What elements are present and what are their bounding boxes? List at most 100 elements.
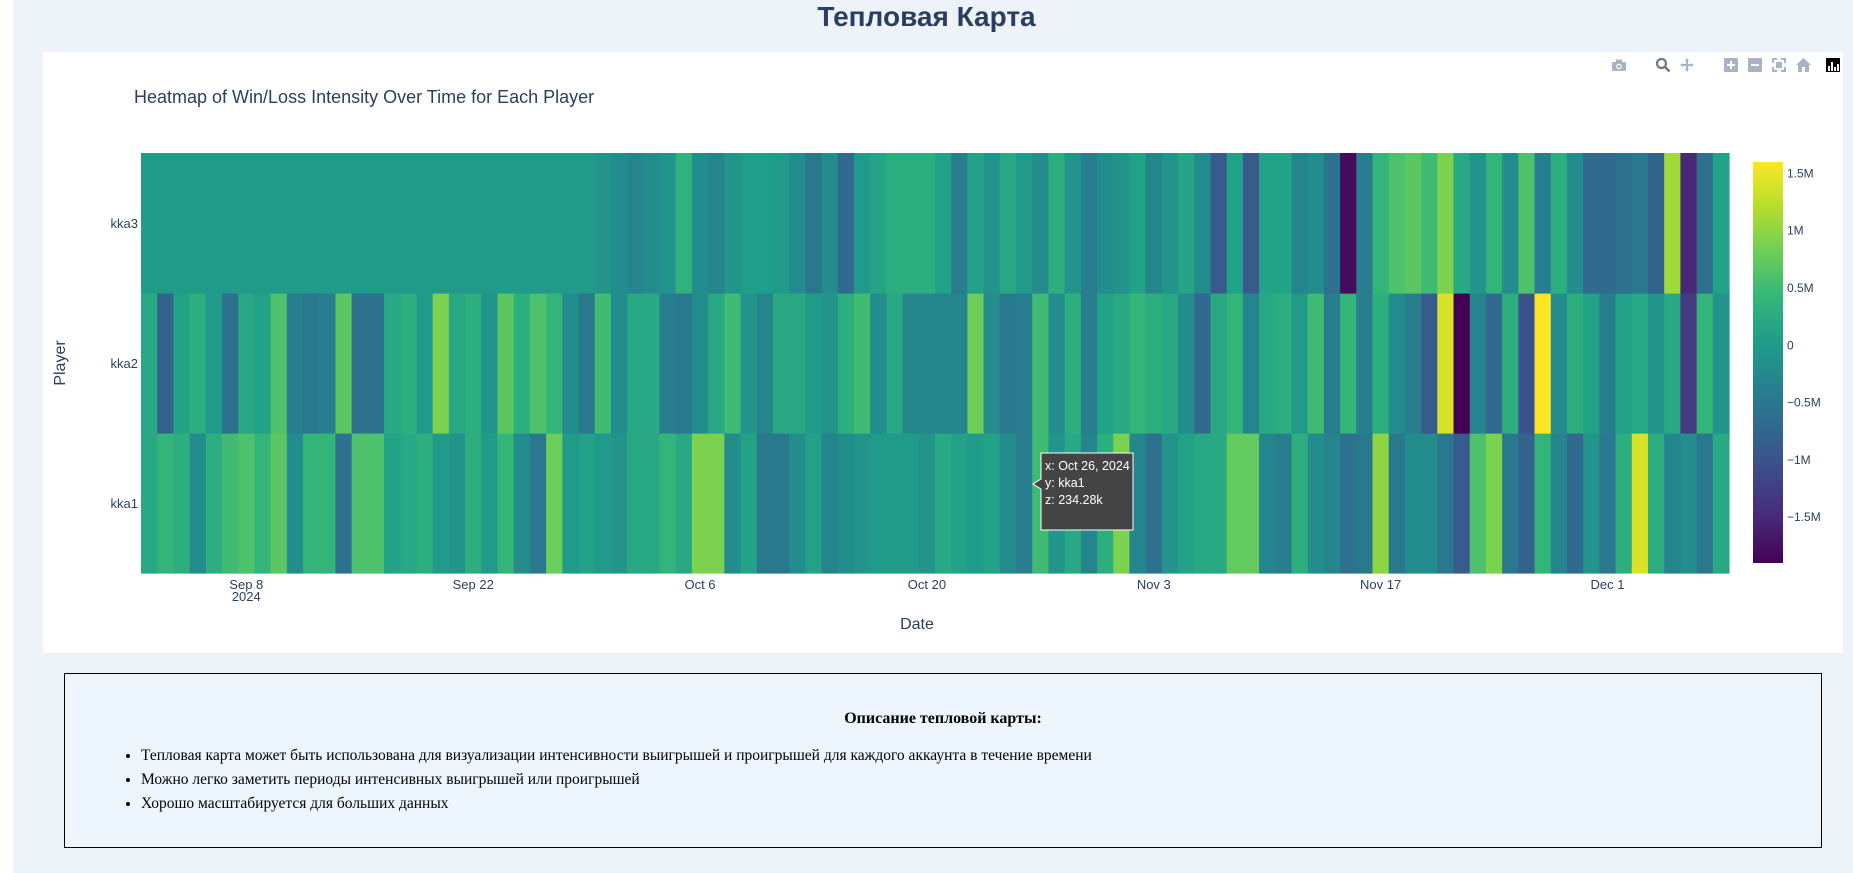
heatmap-cell[interactable] [675, 433, 693, 574]
heatmap-cell[interactable] [1340, 293, 1357, 434]
heatmap-cell[interactable] [902, 293, 920, 434]
camera-icon[interactable] [1610, 57, 1628, 73]
heatmap-cell[interactable] [886, 153, 904, 294]
heatmap-cell[interactable] [691, 293, 709, 434]
heatmap-cell[interactable] [724, 433, 742, 574]
heatmap-cell[interactable] [1048, 153, 1066, 294]
heatmap-cell[interactable] [254, 153, 272, 294]
heatmap-cell[interactable] [1323, 153, 1341, 294]
heatmap-cell[interactable] [740, 433, 758, 574]
heatmap-cell[interactable] [627, 433, 644, 574]
heatmap-cell[interactable] [1145, 433, 1163, 574]
heatmap-cell[interactable] [1291, 293, 1309, 434]
heatmap-cell[interactable] [821, 433, 839, 574]
heatmap-cell[interactable] [967, 153, 985, 294]
heatmap-cell[interactable] [1291, 153, 1309, 294]
heatmap-cell[interactable] [1404, 293, 1422, 434]
heatmap-cell[interactable] [1178, 433, 1195, 574]
heatmap-cell[interactable] [935, 433, 952, 574]
heatmap-cell[interactable] [902, 153, 920, 294]
heatmap-cell[interactable] [1502, 153, 1519, 294]
heatmap-cell[interactable] [1161, 293, 1179, 434]
heatmap-cell[interactable] [659, 293, 677, 434]
heatmap-cell[interactable] [1534, 153, 1552, 294]
heatmap-cell[interactable] [1550, 433, 1568, 574]
heatmap-cell[interactable] [627, 153, 644, 294]
heatmap-cell[interactable] [1372, 153, 1390, 294]
heatmap-cell[interactable] [303, 433, 320, 574]
heatmap-cell[interactable] [1161, 153, 1179, 294]
heatmap-cell[interactable] [1566, 433, 1584, 574]
heatmap-cell[interactable] [448, 293, 466, 434]
heatmap-cell[interactable] [1712, 433, 1730, 574]
heatmap-cell[interactable] [465, 153, 482, 294]
heatmap-cell[interactable] [286, 433, 304, 574]
heatmap-cell[interactable] [319, 293, 337, 434]
heatmap-cell[interactable] [189, 293, 207, 434]
heatmap-cell[interactable] [351, 433, 369, 574]
heatmap-cell[interactable] [951, 293, 968, 434]
heatmap-cell[interactable] [1453, 153, 1471, 294]
heatmap-cell[interactable] [400, 293, 418, 434]
heatmap-cell[interactable] [821, 153, 839, 294]
heatmap-cell[interactable] [432, 293, 450, 434]
heatmap-cell[interactable] [1210, 293, 1228, 434]
heatmap-cell[interactable] [1323, 433, 1341, 574]
heatmap-cell[interactable] [1275, 433, 1293, 574]
heatmap-cell[interactable] [1210, 153, 1228, 294]
heatmap-cell[interactable] [448, 433, 466, 574]
heatmap-cell[interactable] [1048, 293, 1066, 434]
heatmap-cell[interactable] [853, 433, 871, 574]
heatmap-cell[interactable] [384, 433, 401, 574]
heatmap-cell[interactable] [335, 153, 353, 294]
plotly-logo-icon[interactable] [1826, 58, 1840, 72]
heatmap-cell[interactable] [578, 153, 596, 294]
heatmap-cell[interactable] [805, 293, 823, 434]
heatmap-cell[interactable] [1437, 433, 1455, 574]
heatmap-cell[interactable] [918, 153, 936, 294]
heatmap-cell[interactable] [951, 153, 968, 294]
heatmap-cell[interactable] [1518, 153, 1536, 294]
heatmap-cell[interactable] [837, 153, 855, 294]
heatmap-cell[interactable] [1421, 153, 1438, 294]
heatmap-cell[interactable] [1566, 293, 1584, 434]
heatmap-cell[interactable] [1631, 293, 1649, 434]
heatmap-cell[interactable] [384, 153, 401, 294]
heatmap-cell[interactable] [497, 433, 515, 574]
heatmap-cell[interactable] [594, 433, 612, 574]
heatmap-cell[interactable] [189, 433, 207, 574]
heatmap-cell[interactable] [497, 293, 515, 434]
heatmap-cell[interactable] [270, 293, 288, 434]
heatmap-cell[interactable] [1356, 153, 1374, 294]
heatmap-cell[interactable] [1194, 153, 1212, 294]
heatmap-cell[interactable] [238, 293, 256, 434]
heatmap-cell[interactable] [870, 153, 887, 294]
heatmap-cell[interactable] [643, 293, 661, 434]
heatmap-cell[interactable] [1388, 433, 1406, 574]
autoscale-icon[interactable] [1770, 57, 1788, 73]
heatmap-cell[interactable] [1518, 433, 1536, 574]
heatmap-cell[interactable] [562, 293, 580, 434]
heatmap-cell[interactable] [513, 293, 531, 434]
heatmap-cell[interactable] [951, 433, 968, 574]
heatmap-cell[interactable] [772, 433, 790, 574]
heatmap-cell[interactable] [643, 153, 661, 294]
heatmap-cell[interactable] [546, 153, 563, 294]
heatmap-cell[interactable] [1680, 433, 1698, 574]
heatmap-cell[interactable] [999, 153, 1017, 294]
heatmap-cell[interactable] [400, 433, 418, 574]
heatmap-cell[interactable] [270, 433, 288, 574]
heatmap-cell[interactable] [886, 433, 904, 574]
heatmap-cell[interactable] [529, 153, 547, 294]
heatmap-cell[interactable] [708, 293, 725, 434]
heatmap-cell[interactable] [594, 153, 612, 294]
heatmap-cell[interactable] [238, 433, 256, 574]
heatmap-cell[interactable] [465, 293, 482, 434]
reset-axes-icon[interactable] [1794, 57, 1812, 73]
heatmap-cell[interactable] [983, 153, 1001, 294]
heatmap-cell[interactable] [918, 433, 936, 574]
heatmap-cell[interactable] [367, 293, 385, 434]
heatmap-cell[interactable] [416, 153, 434, 294]
heatmap-cell[interactable] [189, 153, 207, 294]
heatmap-cell[interactable] [1534, 293, 1552, 434]
